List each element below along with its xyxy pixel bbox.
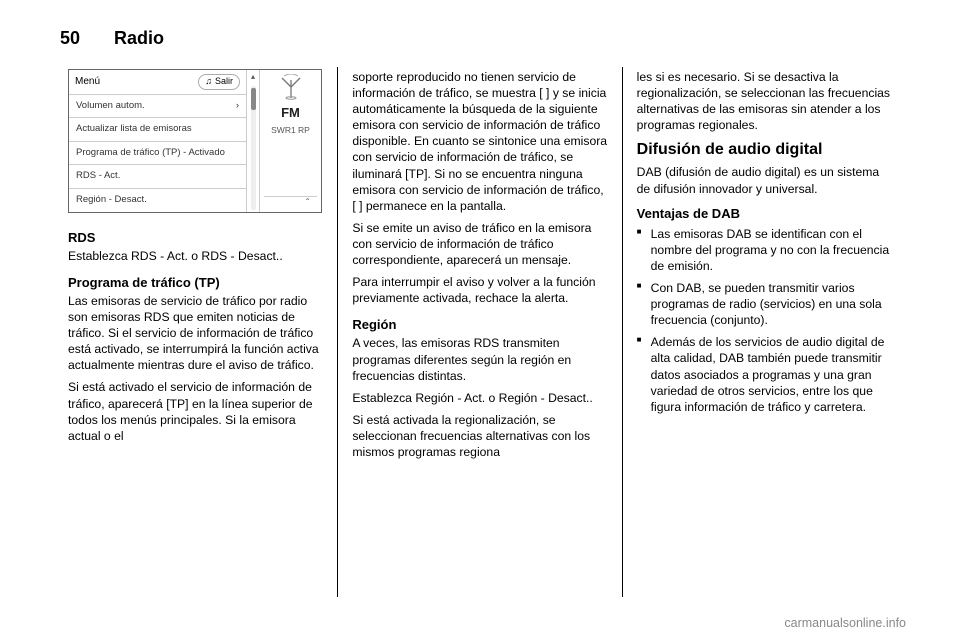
para-c3-1: les si es necesario. Si se desactiva la … [637, 69, 892, 133]
bullets-ventajas: Las emisoras DAB se identifican con el n… [637, 226, 892, 415]
heading-dab: Difusión de audio digital [637, 139, 892, 160]
footer-source: carmanualsonline.info [784, 616, 906, 630]
antenna-icon [278, 74, 304, 100]
para-c2-2: Si se emite un aviso de tráfico en la em… [352, 220, 607, 268]
ui-menubar: Menú ♫ Salir [69, 70, 246, 95]
para-dab: DAB (difusión de audio digital) es un si… [637, 164, 892, 196]
heading-region: Región [352, 316, 607, 333]
menu-item-tp[interactable]: Programa de tráfico (TP) - Activado [69, 142, 246, 166]
menu-item-label: Región - Desact. [76, 194, 147, 207]
para-c2-1: soporte reproducido no tienen servi­cio … [352, 69, 607, 214]
list-item: Las emisoras DAB se identifican con el n… [637, 226, 892, 274]
list-item: Con DAB, se pueden transmitir va­rios pr… [637, 280, 892, 328]
scroll-up-icon[interactable]: ▴ [247, 70, 259, 84]
menu-item-region[interactable]: Región - Desact. [69, 189, 246, 212]
menu-item-label: Volumen autom. [76, 100, 145, 113]
ui-scrollbar[interactable]: ▴ [246, 70, 259, 212]
station-label: SWR1 RP [271, 125, 310, 136]
ui-right-panel: FM SWR1 RP ⌃ [259, 70, 321, 212]
chevron-right-icon: › [236, 100, 239, 113]
caret-up-icon[interactable]: ⌃ [304, 197, 311, 208]
para-tp-2: Si está activado el servicio de infor­ma… [68, 379, 323, 443]
para-reg-1: A veces, las emisoras RDS transmi­ten pr… [352, 335, 607, 383]
exit-button[interactable]: ♫ Salir [198, 74, 240, 90]
menu-item-volumen[interactable]: Volumen autom. › [69, 95, 246, 119]
heading-rds: RDS [68, 229, 323, 246]
column-3: les si es necesario. Si se desactiva la … [622, 67, 906, 597]
page: 50 Radio Menú ♫ Salir Volumen autom [0, 0, 960, 642]
page-header: 50 Radio [60, 28, 906, 49]
page-number: 50 [60, 28, 80, 49]
menu-item-label: Programa de tráfico (TP) - Activado [76, 147, 225, 160]
page-section-title: Radio [114, 28, 164, 49]
exit-label: Salir [215, 76, 233, 88]
music-note-icon: ♫ [205, 76, 212, 88]
para-reg-3: Si está activada la regionalización, se … [352, 412, 607, 460]
para-reg-2: Establezca Región - Act. o Región - Desa… [352, 390, 607, 406]
columns: Menú ♫ Salir Volumen autom. › Actualizar… [54, 67, 906, 597]
ui-menu-list: Volumen autom. › Actualizar lista de emi… [69, 95, 246, 212]
menu-label: Menú [75, 75, 100, 88]
scroll-track[interactable] [251, 86, 256, 210]
ui-bottom-bar: ⌃ [264, 196, 317, 208]
list-item: Además de los servicios de audio digital… [637, 334, 892, 414]
radio-ui-screenshot: Menú ♫ Salir Volumen autom. › Actualizar… [68, 69, 322, 213]
heading-ventajas: Ventajas de DAB [637, 205, 892, 222]
para-tp-1: Las emisoras de servicio de tráfico por … [68, 293, 323, 373]
para-rds: Establezca RDS - Act. o RDS - Desact.. [68, 248, 323, 264]
band-label: FM [281, 104, 300, 121]
menu-item-rds[interactable]: RDS - Act. [69, 165, 246, 189]
menu-item-label: RDS - Act. [76, 170, 120, 183]
ui-left-panel: Menú ♫ Salir Volumen autom. › Actualizar… [69, 70, 246, 212]
scroll-thumb[interactable] [251, 88, 256, 110]
para-c2-3: Para interrumpir el aviso y volver a la … [352, 274, 607, 306]
menu-item-actualizar[interactable]: Actualizar lista de emisoras [69, 118, 246, 142]
column-2: soporte reproducido no tienen servi­cio … [337, 67, 621, 597]
column-1: Menú ♫ Salir Volumen autom. › Actualizar… [54, 67, 337, 597]
heading-tp: Programa de tráfico (TP) [68, 274, 323, 291]
menu-item-label: Actualizar lista de emisoras [76, 123, 192, 136]
